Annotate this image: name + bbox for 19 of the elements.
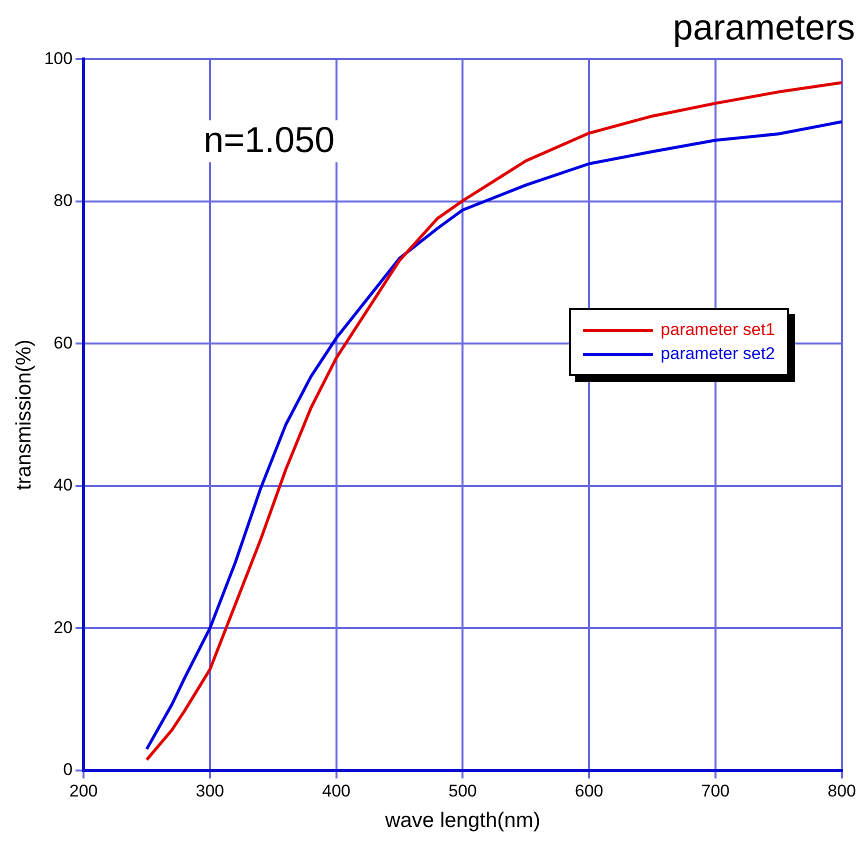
x-tick-label: 700 — [701, 781, 730, 800]
x-tick-label: 300 — [196, 781, 224, 800]
legend-label: parameter set2 — [660, 343, 775, 365]
y-tick-label: 20 — [54, 618, 73, 637]
chart-title: parameters — [672, 6, 855, 48]
y-axis-title: transmission(%) — [12, 340, 36, 490]
x-tick-label: 600 — [574, 781, 604, 800]
x-tick-label: 500 — [448, 781, 477, 800]
x-tick-label: 200 — [69, 781, 98, 800]
legend-label: parameter set1 — [660, 319, 775, 341]
y-tick-label: 100 — [44, 48, 73, 68]
y-tick-label: 40 — [54, 476, 73, 495]
x-tick-label: 800 — [828, 781, 856, 800]
annotation: n=1.050 — [204, 119, 335, 160]
y-tick-label: 80 — [54, 191, 73, 210]
y-tick-label: 60 — [54, 333, 73, 352]
x-tick-label: 400 — [322, 781, 351, 800]
y-tick-label: 0 — [63, 760, 73, 780]
x-axis-title: wave length(nm) — [384, 809, 540, 832]
